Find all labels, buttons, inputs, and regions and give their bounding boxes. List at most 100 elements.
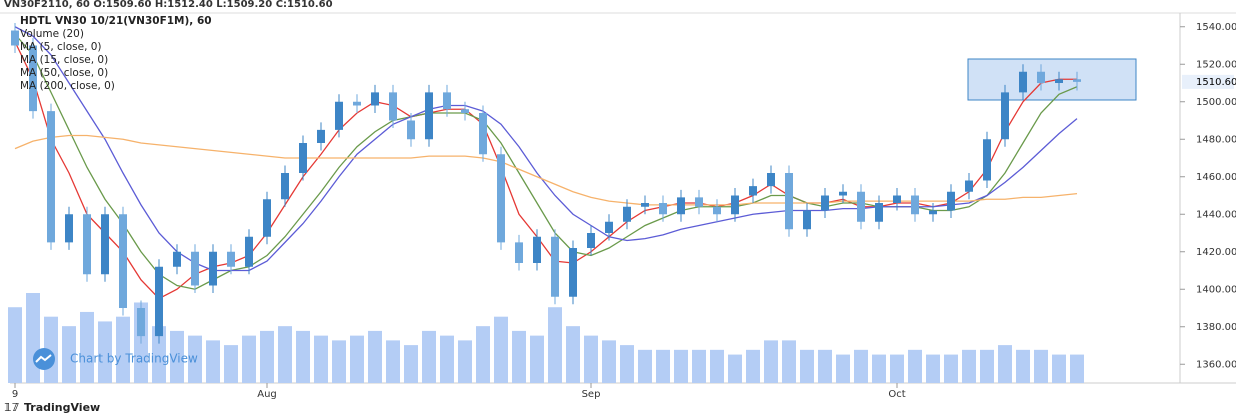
volume-bar [584,335,598,383]
y-tick-label: 1500.00 [1196,97,1236,108]
volume-bar [278,326,292,383]
volume-bar [800,349,814,383]
candle-body [65,214,73,243]
ma-line [14,134,1078,206]
volume-bar [854,349,868,383]
footer-logo: 𝟙𝟟 TradingView [4,401,100,414]
volume-bar [764,340,778,383]
candle-body [227,251,235,267]
volume-bar [98,321,112,383]
y-tick-label: 1400.00 [1196,284,1236,295]
candle-body [371,92,379,106]
candle-body [407,120,415,140]
y-tick-label: 1460.00 [1196,172,1236,183]
candle-body [389,92,397,121]
volume-bar [206,340,220,383]
y-tick-label: 1420.00 [1196,247,1236,258]
candle-body [317,129,325,143]
candle-body [641,203,649,207]
volume-bar [1052,354,1066,383]
volume-bar [674,349,688,383]
x-tick-label: 9 [12,389,18,400]
volume-bar [476,326,490,383]
candle-body [515,242,523,263]
candle-body [1001,92,1009,140]
y-tick-label: 1520.00 [1196,59,1236,70]
volume-bar [728,354,742,383]
candle-body [587,233,595,248]
volume-bar [494,316,508,383]
volume-bar [692,349,706,383]
candle-body [911,195,919,215]
legend-entry: MA (5, close, 0) [20,41,102,53]
volume-bar [314,335,328,383]
candle-body [263,199,271,237]
candle-body [29,45,37,112]
x-tick-label: Aug [257,389,277,400]
candle-body [677,197,685,215]
candle-body [965,180,973,192]
logo-mark: 𝟙𝟟 [4,401,19,414]
candle-body [551,236,559,297]
candle-body [767,173,775,187]
volume-bar [386,340,400,383]
legend-entry: MA (50, close, 0) [20,67,108,79]
volume-bar [188,335,202,383]
footer-text: TradingView [24,401,100,414]
header: VN30F2110, 60 O:1509.60 H:1512.40 L:1509… [4,0,333,10]
candle-body [1037,71,1045,83]
candle-body [443,92,451,110]
candle-body [209,251,217,286]
candle-body [479,113,487,155]
volume-bar [926,354,940,383]
volume-bar [836,354,850,383]
candle-body [695,197,703,207]
volume-bar [818,349,832,383]
y-tick-label: 1480.00 [1196,134,1236,145]
candle-body [155,266,163,337]
candle-body [1019,71,1027,93]
candle-body [983,139,991,181]
ma-line [14,33,1078,290]
candle-body [425,92,433,140]
watermark-icon-line [35,354,52,363]
y-tick-label: 1380.00 [1196,322,1236,333]
candle-body [335,101,343,130]
candle-body [569,248,577,297]
candle-body [353,101,361,106]
candle-body [173,251,181,267]
highlight-box [967,58,1137,101]
candle-body [47,111,55,243]
candle-body [1073,79,1081,82]
watermark-text: Chart by TradingView [70,352,198,366]
candle-body [875,203,883,222]
x-tick-label: Sep [582,389,601,400]
candle-body [929,210,937,215]
volume-bar [1016,349,1030,383]
volume-bar [620,345,634,383]
volume-bar [1034,349,1048,383]
volume-bar [242,335,256,383]
candle-body [857,191,865,222]
candle-body [299,143,307,173]
volume-bar [152,326,166,383]
candle-body [83,214,91,275]
volume-bar [890,354,904,383]
candle-body [785,173,793,230]
x-tick-label: Oct [888,389,905,400]
y-tick-label: 1440.00 [1196,209,1236,220]
candle-body [821,195,829,211]
y-tick-label: 1360.00 [1196,359,1236,370]
ma-line [14,26,1078,272]
volume-bar [944,354,958,383]
candle-layer [11,23,1081,344]
volume-bar [512,330,526,383]
volume-bar [566,326,580,383]
candle-body [191,251,199,286]
last-price-box [1182,74,1234,89]
y-tick-label: 1540.00 [1196,22,1236,33]
candle-body [605,221,613,233]
volume-bar [710,349,724,383]
volume-bar [458,340,472,383]
